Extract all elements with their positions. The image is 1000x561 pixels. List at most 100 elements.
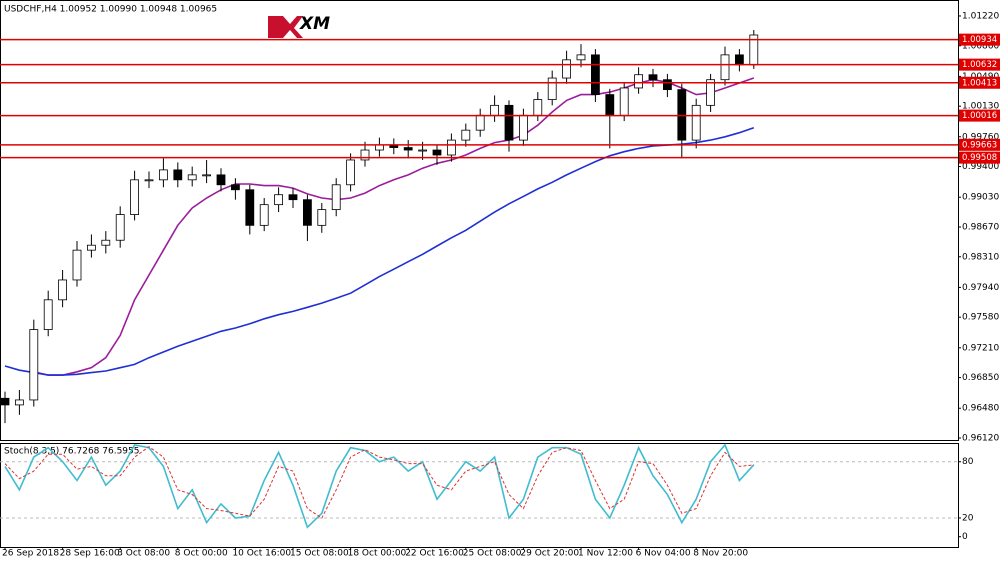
y-tick-label: 0.99760: [962, 132, 999, 142]
level-label: 1.00413: [962, 78, 997, 88]
candle-body: [663, 79, 672, 91]
y-tick-label: 0.98310: [962, 252, 999, 262]
candle-body: [346, 159, 356, 186]
candle-body: [418, 149, 428, 152]
x-tick-label: 1 Nov 12:00: [578, 549, 633, 559]
level-label: 0.99663: [962, 140, 997, 150]
level-label: 1.00934: [962, 35, 997, 45]
candle-body: [648, 74, 658, 81]
level-box: [959, 109, 1000, 122]
series-line: [4, 446, 754, 519]
candle-body: [130, 179, 140, 215]
candle-body: [504, 104, 514, 141]
candle-body: [187, 174, 197, 181]
y-tick-label: 1.00130: [962, 102, 999, 112]
candle-body: [144, 179, 154, 182]
candle-body: [58, 279, 67, 301]
y-tick-label: 0.96120: [962, 434, 999, 444]
y-tick-label: 1.01220: [962, 11, 999, 21]
candle-body: [14, 399, 24, 406]
candle-body: [446, 139, 456, 156]
candle-body: [562, 59, 571, 79]
candle-body: [461, 129, 471, 141]
level-box: [959, 151, 1000, 164]
candle-body: [43, 299, 53, 331]
candle-body: [360, 149, 370, 161]
candle-body: [115, 214, 125, 241]
candle-body: [475, 114, 485, 131]
chart-title: USDCHF,H4 1.00952 1.00990 1.00948 1.0096…: [4, 5, 217, 15]
logo-text: XM: [299, 14, 330, 34]
level-label: 1.00632: [962, 60, 997, 70]
level-box: [959, 33, 1000, 46]
candle-body: [302, 199, 312, 226]
candle-body: [720, 54, 730, 81]
x-tick-label: 29 Oct 20:00: [520, 549, 579, 559]
y-tick-label: 0.97210: [962, 343, 999, 353]
x-tick-label: 22 Oct 16:00: [405, 549, 464, 559]
candle-body: [259, 204, 269, 226]
candle-body: [216, 174, 226, 186]
series-line: [4, 126, 755, 376]
candle-body: [735, 54, 744, 66]
x-tick-label: 15 Oct 08:00: [290, 549, 349, 559]
x-tick-label: 6 Nov 04:00: [636, 549, 691, 559]
level-box: [959, 76, 1000, 89]
candle-body: [490, 104, 500, 116]
candle-body: [374, 144, 384, 151]
x-tick-label: 26 Sep 2018: [2, 549, 59, 559]
candle-body: [72, 249, 82, 281]
y-tick-label: 0.96480: [962, 404, 999, 414]
candle-body: [403, 147, 413, 151]
level-label: 0.99508: [962, 153, 997, 163]
candle-body: [432, 149, 442, 156]
logo-icon: [268, 16, 303, 38]
logo: XM: [268, 14, 330, 38]
candle-body: [173, 169, 183, 181]
y-tick-label: 0.99400: [962, 162, 999, 172]
x-tick-label: 18 Oct 00:00: [348, 549, 407, 559]
candle-body: [634, 74, 643, 89]
candle-body: [0, 397, 10, 406]
candle-body: [274, 194, 284, 206]
candle-body: [576, 54, 586, 61]
main-frame: [0, 0, 959, 441]
candle-body: [317, 209, 327, 226]
x-tick-label: 10 Oct 16:00: [232, 549, 291, 559]
candle-body: [230, 184, 240, 191]
candle-body: [591, 54, 600, 95]
candle-body: [158, 169, 168, 181]
candle-body: [706, 79, 715, 106]
x-tick-label: 28 Sep 16:00: [60, 549, 120, 559]
candle-body: [605, 94, 615, 116]
level-label: 1.00016: [962, 111, 997, 121]
series-line: [4, 443, 755, 529]
level-box: [959, 138, 1000, 151]
y-tick-label: 0.97580: [962, 313, 999, 323]
candle-body: [533, 99, 543, 116]
y-tick-label: 20: [962, 513, 974, 523]
x-tick-label: 25 Oct 08:00: [463, 549, 522, 559]
candle-body: [547, 77, 557, 100]
candle-body: [101, 239, 111, 246]
candle-body: [29, 329, 39, 401]
candle-body: [245, 189, 255, 226]
candle-body: [519, 114, 528, 141]
y-tick-label: 0.96850: [962, 373, 999, 383]
y-tick-label: 80: [962, 457, 974, 467]
candle-body: [619, 87, 629, 116]
y-tick-label: 0.99030: [962, 193, 999, 203]
stoch-title: Stoch(8,3,5) 76.7268 76.5955: [4, 447, 139, 457]
x-tick-label: 8 Oct 00:00: [175, 549, 228, 559]
series-line: [33, 77, 755, 376]
candle-body: [691, 104, 701, 141]
y-tick-label: 0: [962, 532, 968, 542]
y-tick-label: 1.00860: [962, 41, 999, 51]
candle-body: [331, 184, 341, 211]
stoch-frame: [0, 443, 959, 548]
candle-body: [288, 194, 298, 201]
x-tick-label: 3 Oct 08:00: [117, 549, 170, 559]
candle-body: [202, 174, 212, 177]
